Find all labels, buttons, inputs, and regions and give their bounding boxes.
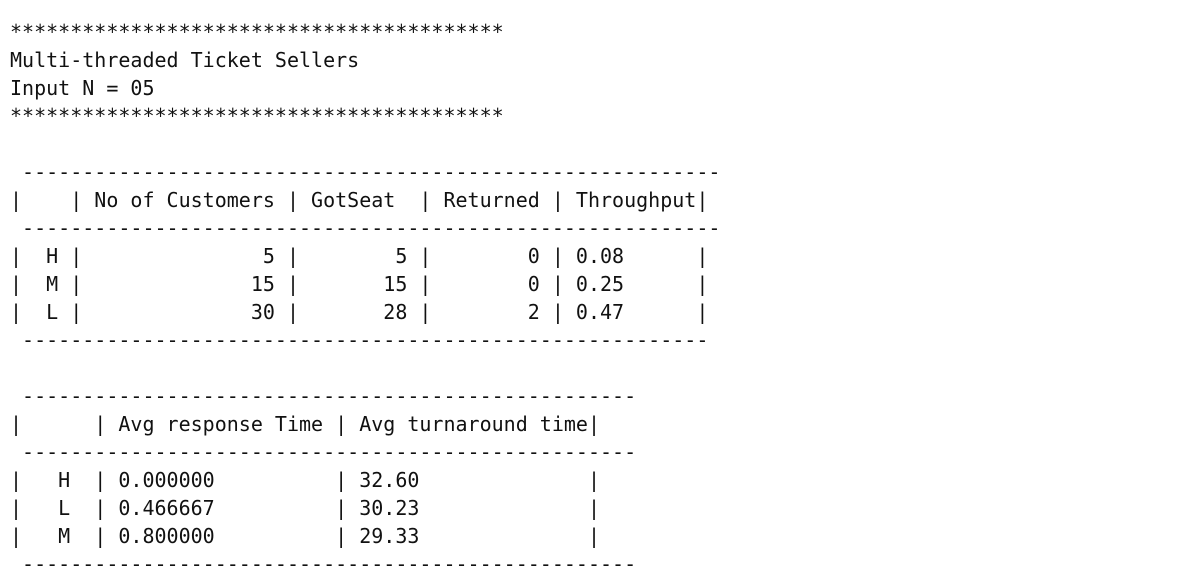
banner-top-border: ****************************************… xyxy=(10,20,504,44)
timing-table-row-h: | H | 0.000000 | 32.60 | xyxy=(10,468,601,492)
seller-table-header-divider: ----------------------------------------… xyxy=(10,216,721,240)
seller-table-row-l: | L | 30 | 28 | 2 | 0.47 | xyxy=(10,300,709,324)
blank-line xyxy=(10,354,720,382)
timing-table-row-m: | M | 0.800000 | 29.33 | xyxy=(10,524,601,548)
terminal-output: ****************************************… xyxy=(10,18,720,578)
input-n-line: Input N = 05 xyxy=(10,76,155,100)
seller-table-row-h: | H | 5 | 5 | 0 | 0.08 | xyxy=(10,244,709,268)
seller-table-top-border: ----------------------------------------… xyxy=(10,160,721,184)
blank-line xyxy=(10,130,720,158)
timing-table-header-divider: ----------------------------------------… xyxy=(10,440,637,464)
program-title: Multi-threaded Ticket Sellers xyxy=(10,48,360,72)
timing-table-top-border: ----------------------------------------… xyxy=(10,384,637,408)
seller-table-row-m: | M | 15 | 15 | 0 | 0.25 | xyxy=(10,272,709,296)
timing-table-header: | | Avg response Time | Avg turnaround t… xyxy=(10,412,601,436)
timing-table-bottom-border: ----------------------------------------… xyxy=(10,552,637,576)
timing-table-row-l: | L | 0.466667 | 30.23 | xyxy=(10,496,601,520)
banner-bottom-border: ****************************************… xyxy=(10,104,504,128)
seller-table-header: | | No of Customers | GotSeat | Returned… xyxy=(10,188,709,212)
seller-table-bottom-border: ----------------------------------------… xyxy=(10,328,709,352)
